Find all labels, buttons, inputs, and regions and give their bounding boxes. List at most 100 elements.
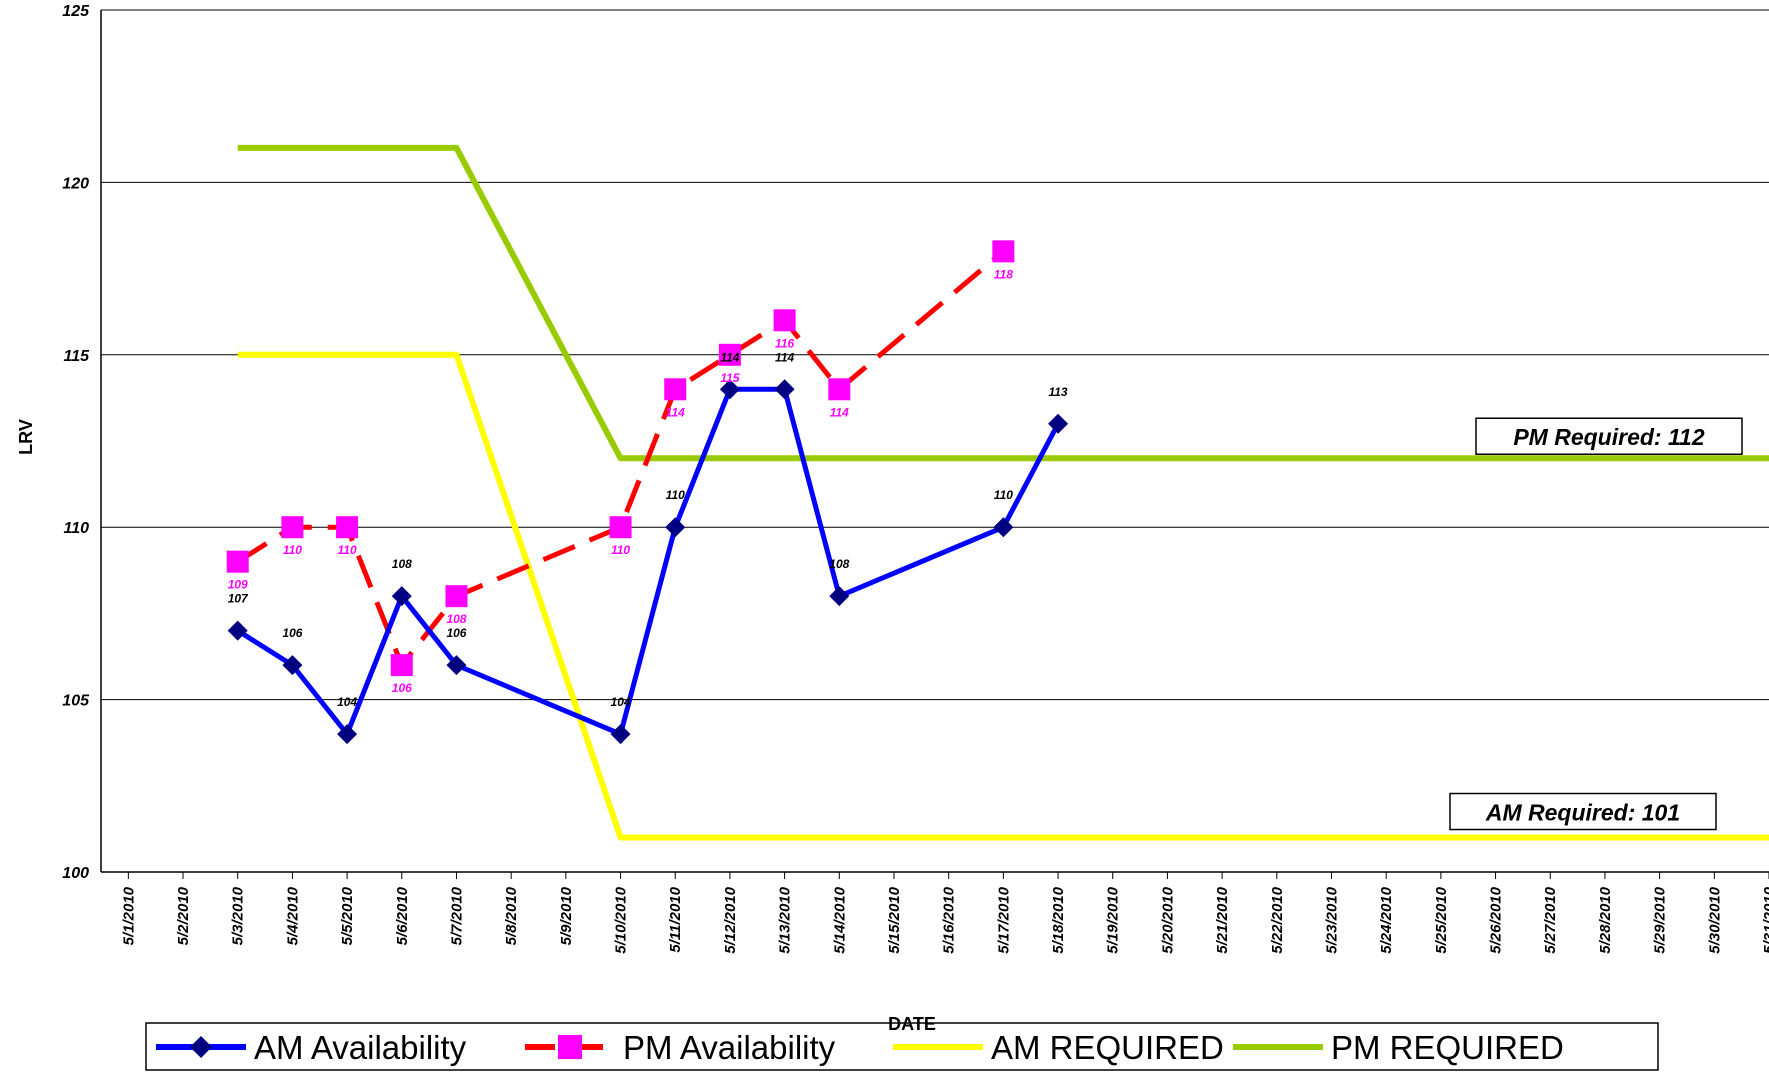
pm-availability-marker: [718, 343, 741, 366]
pm-availability-marker: [390, 654, 413, 677]
am-data-label: 108: [829, 557, 849, 571]
am-data-label: 104: [611, 695, 631, 709]
am-data-label: 114: [775, 350, 794, 364]
series-markers: [226, 240, 1069, 745]
y-tick-label: 100: [62, 865, 89, 882]
am-data-label: 114: [720, 350, 739, 364]
am-availability-marker: [774, 379, 795, 400]
am-availability-marker: [391, 586, 412, 607]
am-data-label: 110: [994, 488, 1013, 502]
y-axis-title: LRV: [16, 419, 36, 455]
x-tick-label: 5/19/2010: [1105, 886, 1122, 953]
am-data-label: 104: [337, 695, 357, 709]
x-tick-label: 5/28/2010: [1597, 886, 1614, 953]
am-availability-marker: [665, 517, 686, 538]
am-availability-marker: [610, 724, 631, 745]
x-tick-label: 5/1/2010: [120, 886, 137, 945]
legend-marker: [190, 1036, 212, 1058]
pm-availability-marker: [773, 309, 796, 332]
am-data-label: 110: [666, 488, 685, 502]
am-availability-marker: [1048, 413, 1069, 434]
x-tick-label: 5/21/2010: [1214, 886, 1231, 953]
legend: AM Availability PM Availability AM REQUIRE…: [145, 1022, 1659, 1071]
series-lines: [236, 144, 1769, 841]
annotation-box: [1449, 792, 1717, 831]
x-tick-label: 5/23/2010: [1323, 886, 1340, 953]
x-tick-label: 5/25/2010: [1433, 886, 1450, 953]
pm-availability-marker: [336, 516, 359, 539]
am-data-label: 106: [282, 626, 302, 640]
y-tick-label: 115: [63, 348, 90, 365]
pm-availability-marker: [992, 240, 1015, 263]
x-tick-label: 5/26/2010: [1488, 886, 1505, 953]
x-tick-label: 5/27/2010: [1542, 886, 1559, 953]
series-line-am-availability: [236, 386, 1061, 737]
pm-data-label: 116: [775, 336, 794, 350]
am-availability-marker: [719, 379, 740, 400]
annotation-text: AM Required: 101: [1485, 800, 1680, 826]
pm-data-label: 110: [611, 543, 630, 557]
x-tick-label: 5/15/2010: [886, 886, 903, 953]
pm-availability-marker: [664, 378, 687, 401]
pm-data-label: 109: [228, 578, 248, 592]
x-tick-label: 5/3/2010: [230, 886, 247, 945]
x-tick-label: 5/10/2010: [613, 886, 630, 953]
legend-label: PM REQUIRED: [1331, 1029, 1564, 1066]
x-tick-label: 5/8/2010: [503, 886, 520, 945]
am-availability-marker: [446, 655, 467, 676]
x-tick-label: 5/22/2010: [1269, 886, 1286, 953]
am-availability-marker: [282, 655, 303, 676]
x-tick-label: 5/13/2010: [777, 886, 794, 953]
am-availability-marker: [993, 517, 1014, 538]
am-availability-marker: [337, 724, 358, 745]
am-availability-marker: [227, 620, 248, 641]
x-tick-label: 5/6/2010: [394, 886, 411, 945]
pm-data-label: 108: [446, 612, 466, 626]
x-tick-label: 5/2/2010: [175, 886, 192, 945]
x-tick-label: 5/7/2010: [448, 886, 465, 945]
x-tick-label: 5/12/2010: [722, 886, 739, 953]
x-tick-label: 5/16/2010: [941, 886, 958, 953]
pm-data-label: 115: [720, 371, 739, 385]
x-tick-label: 5/20/2010: [1159, 886, 1176, 953]
x-tick-label: 5/18/2010: [1050, 886, 1067, 953]
am-data-label: 106: [446, 626, 466, 640]
annotation-text: PM Required: 112: [1513, 424, 1704, 450]
pm-data-label: 114: [666, 405, 685, 419]
legend-label: AM Availability: [254, 1029, 467, 1066]
am-availability-marker: [829, 586, 850, 607]
x-tick-label: 5/4/2010: [284, 886, 301, 945]
x-tick-label: 5/30/2010: [1706, 886, 1723, 953]
pm-availability-marker: [609, 516, 632, 539]
annotations: PM Required: 112 AM Required: 101: [1449, 417, 1743, 831]
legend-label: PM Availability: [623, 1029, 836, 1066]
y-tick-label: 105: [62, 693, 90, 710]
am-data-label: 113: [1048, 385, 1067, 399]
x-tick-label: 5/11/2010: [667, 886, 684, 952]
y-tick-label: 120: [62, 175, 89, 192]
legend-marker: [558, 1035, 582, 1059]
x-tick-label: 5/14/2010: [831, 886, 848, 953]
x-tick-label: 5/29/2010: [1652, 886, 1669, 953]
x-tick-label: 5/17/2010: [995, 886, 1012, 953]
pm-data-label: 110: [338, 543, 357, 557]
pm-availability-marker: [445, 585, 468, 608]
annotation-box: [1475, 417, 1743, 455]
pm-data-label: 106: [392, 681, 412, 695]
y-tick-label: 125: [62, 3, 90, 20]
pm-availability-marker: [828, 378, 851, 401]
y-tick-label: 110: [63, 520, 89, 537]
axes: 100 105 110 115 120 125 5/1/2010 5/2/2010 5/3/20…: [62, 3, 1769, 954]
x-tick-label: 5/5/2010: [339, 886, 356, 945]
am-data-label: 108: [392, 557, 412, 571]
am-data-label: 107: [228, 592, 249, 606]
pm-data-label: 114: [830, 405, 849, 419]
pm-data-label: 118: [994, 267, 1013, 281]
x-axis-title: DATE: [888, 1014, 936, 1034]
x-tick-label: 5/31/2010: [1761, 886, 1769, 953]
pm-data-label: 110: [283, 543, 302, 557]
x-tick-label: 5/9/2010: [558, 886, 575, 945]
series-line-am-required: [237, 351, 1769, 841]
